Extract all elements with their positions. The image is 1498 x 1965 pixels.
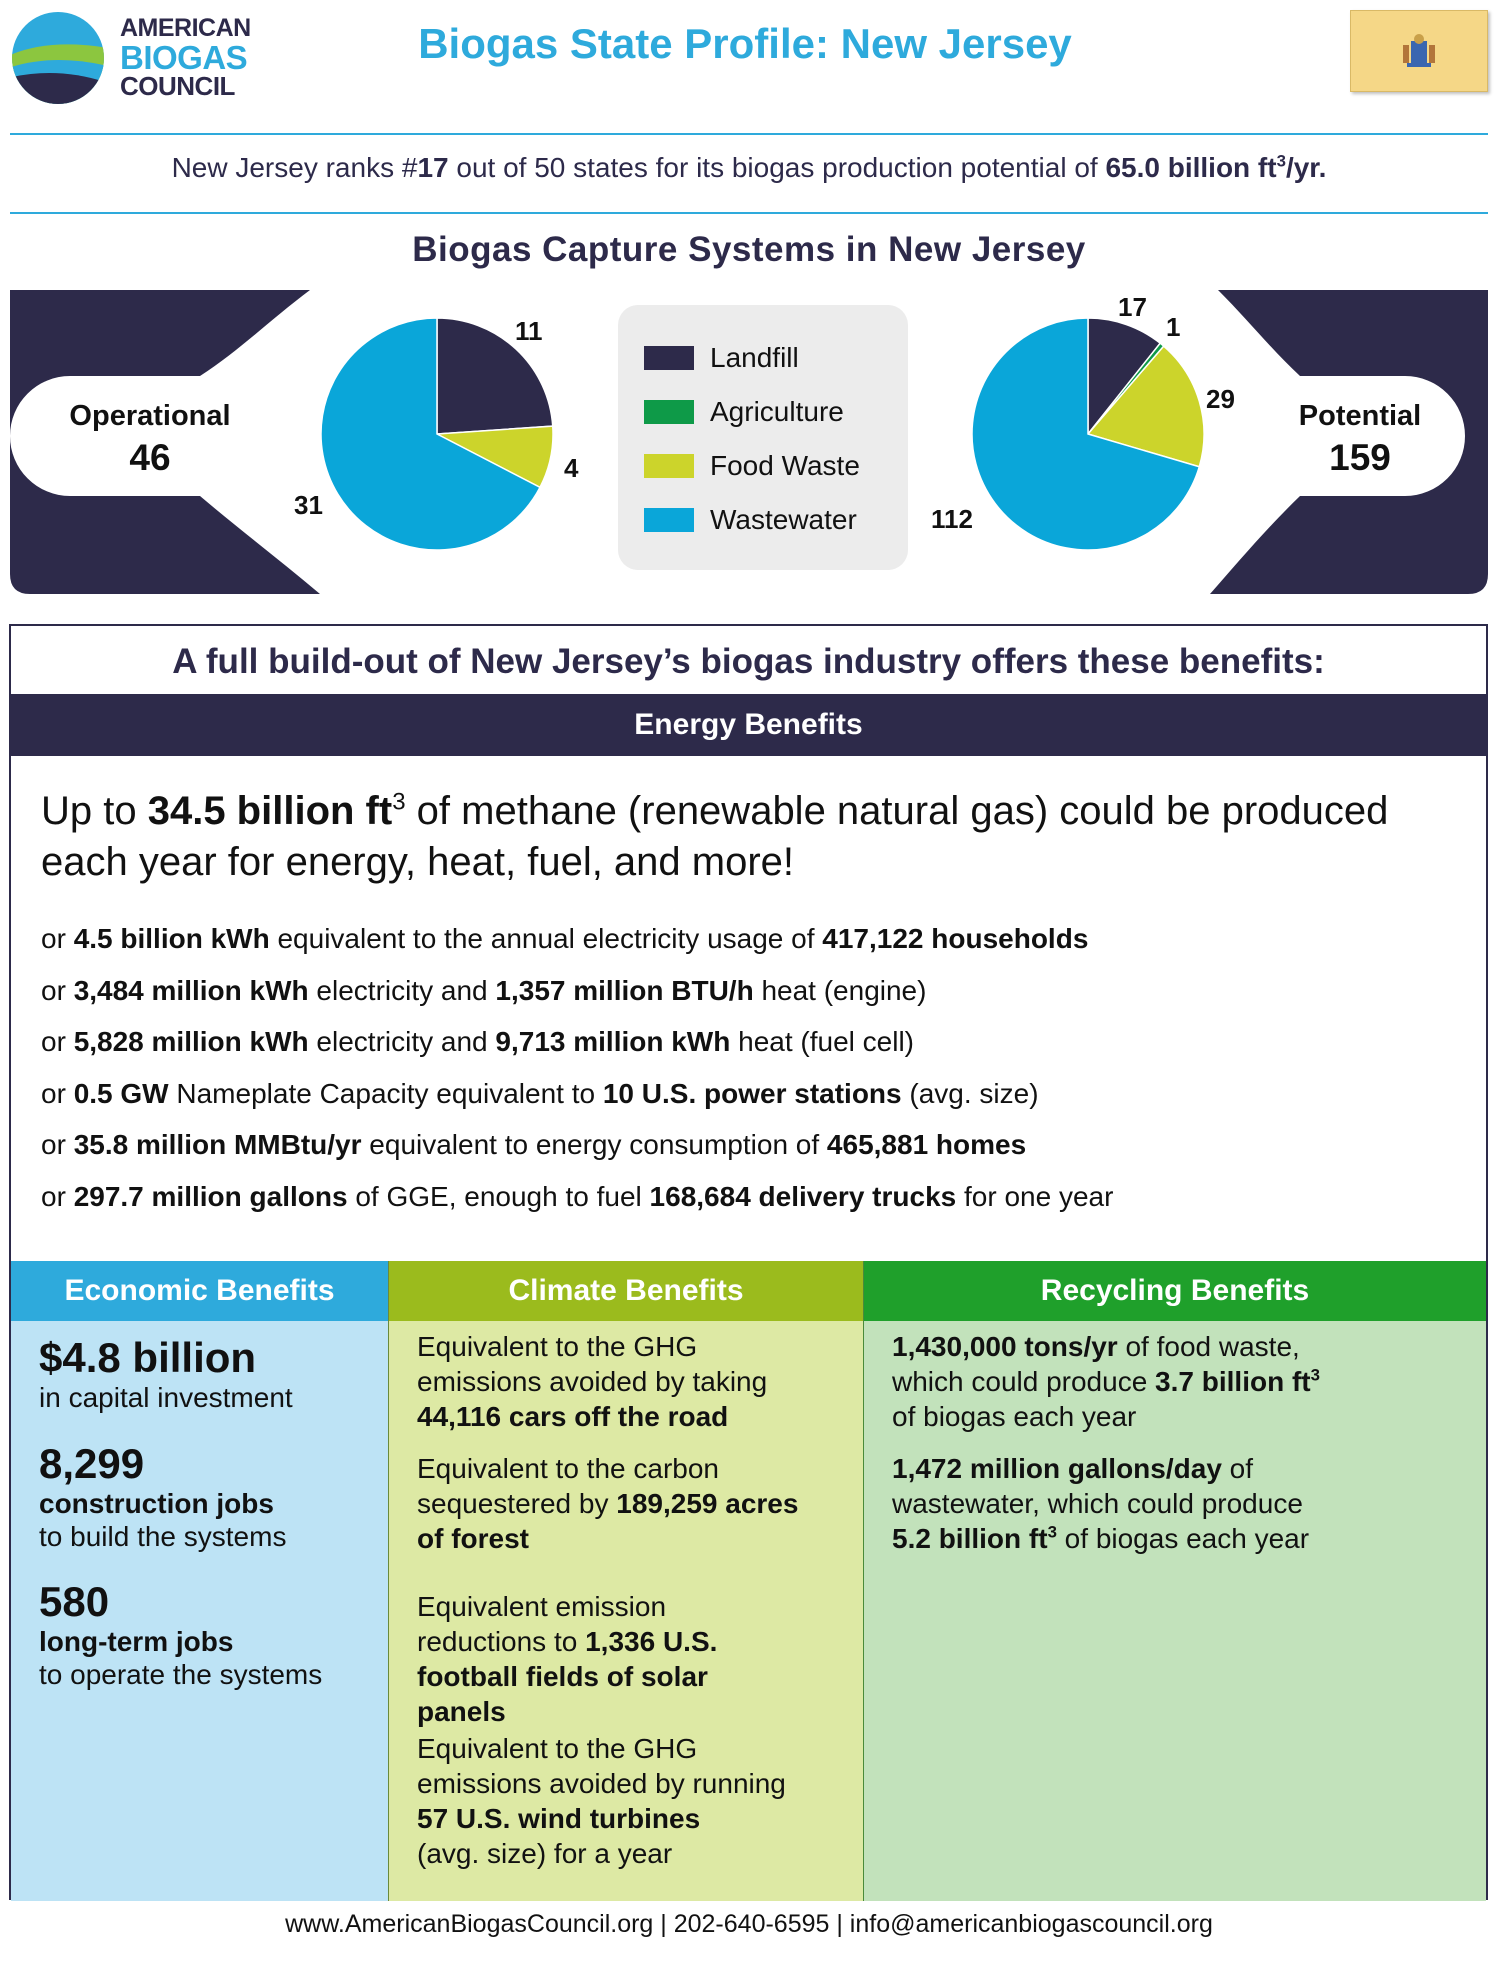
legend-item-agriculture: Agriculture [644, 396, 844, 427]
legend-swatch [644, 454, 694, 478]
energy-line: or 297.7 million gallons of GGE, enough … [41, 1181, 1114, 1212]
divider [10, 133, 1488, 135]
operational-total: 46 [129, 437, 171, 478]
climate-benefits-header: Climate Benefits [389, 1261, 863, 1321]
energy-line: or 4.5 billion kWh equivalent to the ann… [41, 923, 1089, 954]
potential-pie [971, 317, 1205, 551]
legend-item-landfill: Landfill [644, 342, 799, 373]
logo-icon [12, 12, 104, 104]
potential-label: Potential 159 [1250, 400, 1470, 479]
benefits-title: A full build-out of New Jersey’s biogas … [172, 642, 1325, 681]
logo-line-1: AMERICAN [120, 14, 251, 42]
recycling-benefits-header: Recycling Benefits [864, 1261, 1486, 1321]
logo-line-3: COUNCIL [120, 71, 235, 101]
divider [10, 212, 1488, 214]
pie-label: 29 [1206, 384, 1235, 414]
climate-item: Equivalent to the GHG emissions avoided b… [417, 1733, 786, 1869]
pie-label: 17 [1118, 292, 1147, 322]
pie-label: 31 [294, 490, 323, 520]
operational-panel [10, 290, 320, 594]
header: AMERICAN BIOGAS COUNCIL Biogas State Pro… [0, 0, 1498, 130]
climate-benefits-body: Equivalent to the GHG emissions avoided b… [389, 1321, 863, 1901]
operational-label: Operational 46 [40, 400, 260, 479]
operational-pie [320, 317, 554, 551]
state-flag [1350, 10, 1488, 92]
energy-line: or 0.5 GW Nameplate Capacity equivalent … [41, 1078, 1039, 1109]
pie-slice-wastewater [971, 317, 1201, 551]
potential-total: 159 [1329, 437, 1391, 478]
energy-benefits-header: Energy Benefits [11, 694, 1486, 756]
state-rank: New Jersey ranks #17 out of 50 states fo… [171, 151, 1327, 183]
pie-slice-food-waste [1086, 345, 1205, 468]
investment-stat: $4.8 billion in capital investment [39, 1334, 293, 1414]
systems-charts [10, 290, 1488, 594]
energy-headline: Up to 34.5 billion ft3 of methane (renew… [41, 788, 1389, 884]
energy-line: or 5,828 million kWh electricity and 9,7… [41, 1026, 914, 1057]
recycling-item: 1,430,000 tons/yr of food waste, which c… [892, 1331, 1320, 1432]
climate-item: Equivalent to the carbon sequestered by 1… [417, 1453, 799, 1554]
page-title: Biogas State Profile: New Jersey [418, 20, 1072, 67]
recycling-benefits: Recycling Benefits 1,430,000 tons/yr of … [863, 1261, 1486, 1901]
recycling-item: 1,472 million gallons/day of wastewater,… [892, 1453, 1310, 1554]
pie-slice-landfill [1087, 317, 1162, 437]
systems-title: Biogas Capture Systems in New Jersey [412, 230, 1086, 269]
energy-line: or 3,484 million kWh electricity and 1,3… [41, 975, 927, 1006]
economic-benefits-header: Economic Benefits [11, 1261, 388, 1321]
long-term-jobs-stat: 580 long-term jobs to operate the system… [39, 1578, 323, 1691]
pie-label: 1 [1166, 312, 1181, 342]
legend-swatch [644, 400, 694, 424]
economic-benefits: Economic Benefits $4.8 billion in capita… [11, 1261, 388, 1901]
pie-label: 112 [931, 504, 973, 534]
economic-benefits-body: $4.8 billion in capital investment 8,299… [11, 1321, 388, 1901]
pie-label: 11 [515, 316, 543, 346]
chart-legend: Landfill Agriculture Food Waste Wastewat… [618, 305, 908, 570]
legend-swatch [644, 508, 694, 532]
pie-slice-landfill [436, 317, 554, 435]
legend-item-food-waste: Food Waste [644, 450, 860, 481]
recycling-benefits-body: 1,430,000 tons/yr of food waste, which c… [864, 1321, 1486, 1901]
climate-benefits: Climate Benefits Equivalent to the GHG em… [388, 1261, 863, 1901]
energy-line: or 35.8 million MMBtu/yr equivalent to e… [41, 1129, 1027, 1160]
potential-panel [1210, 290, 1488, 594]
legend-swatch [644, 346, 694, 370]
climate-item: Equivalent to the GHG emissions avoided b… [417, 1331, 768, 1432]
footer-contact: www.AmericanBiogasCouncil.org | 202-640-… [285, 1910, 1213, 1938]
climate-item: Equivalent emission reductions to 1,336 U… [417, 1591, 718, 1727]
logo-wordmark: AMERICAN BIOGAS COUNCIL [120, 14, 251, 101]
pie-slice-wastewater [320, 317, 542, 551]
state-seal-icon [1403, 34, 1435, 67]
construction-jobs-stat: 8,299 construction jobs to build the sys… [39, 1440, 287, 1553]
benefits-section: A full build-out of New Jersey’s biogas … [9, 624, 1488, 1901]
pie-label: 4 [564, 453, 579, 483]
logo-line-2: BIOGAS [120, 39, 248, 76]
legend-item-wastewater: Wastewater [644, 504, 857, 535]
